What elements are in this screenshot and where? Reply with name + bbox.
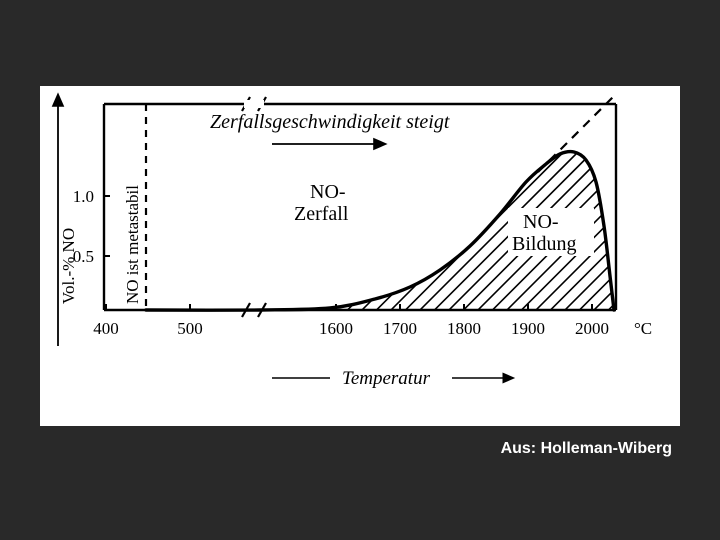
svg-text:NO ist metastabil: NO ist metastabil — [123, 185, 142, 304]
svg-text:1700: 1700 — [383, 319, 417, 338]
svg-text:400: 400 — [93, 319, 119, 338]
svg-text:NO-: NO- — [310, 181, 346, 203]
attribution-text: Aus: Holleman-Wiberg — [501, 440, 672, 458]
svg-text:500: 500 — [177, 319, 203, 338]
svg-text:2000: 2000 — [575, 319, 609, 338]
svg-text:NO-: NO- — [523, 211, 559, 233]
svg-text:Zerfallsgeschwindigkeit steigt: Zerfallsgeschwindigkeit steigt — [210, 111, 450, 133]
svg-text:Bildung: Bildung — [512, 233, 576, 255]
svg-text:Zerfall: Zerfall — [294, 203, 349, 225]
svg-text:Temperatur: Temperatur — [342, 368, 431, 389]
svg-text:Vol.-% NO: Vol.-% NO — [59, 228, 78, 304]
svg-text:1600: 1600 — [319, 319, 353, 338]
svg-text:1900: 1900 — [511, 319, 545, 338]
svg-text:°C: °C — [634, 319, 652, 338]
chart-panel: 40050016001700180019002000°C0.51.0Vol.-%… — [40, 86, 680, 426]
svg-text:1800: 1800 — [447, 319, 481, 338]
svg-text:1.0: 1.0 — [73, 187, 94, 206]
slide: 40050016001700180019002000°C0.51.0Vol.-%… — [0, 0, 720, 540]
